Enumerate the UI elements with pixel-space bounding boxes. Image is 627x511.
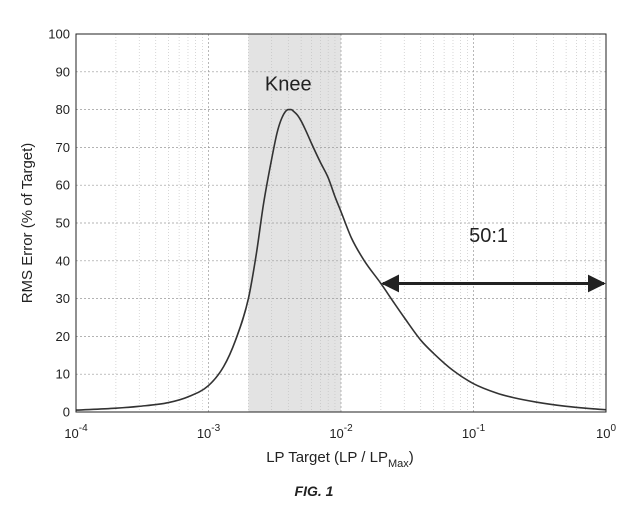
y-tick-label: 10 bbox=[56, 367, 70, 382]
plot-frame bbox=[75, 33, 607, 413]
y-tick-label: 40 bbox=[56, 253, 70, 268]
y-tick-label: 50 bbox=[56, 216, 70, 231]
y-tick-label: 100 bbox=[48, 27, 70, 42]
annotation-knee: Knee bbox=[265, 74, 312, 96]
figure-caption: FIG. 1 bbox=[295, 483, 334, 499]
y-tick-label: 70 bbox=[56, 140, 70, 155]
x-tick-label: 10-1 bbox=[462, 423, 486, 441]
annotation-ratio: 50:1 bbox=[469, 225, 508, 247]
y-tick-label: 90 bbox=[56, 64, 70, 79]
y-tick-labels: 0 10 20 30 40 50 60 70 80 90 100 bbox=[48, 27, 70, 420]
y-axis-label: RMS Error (% of Target) bbox=[19, 143, 36, 304]
x-tick-label: 10-4 bbox=[64, 423, 88, 441]
y-tick-label: 20 bbox=[56, 329, 70, 344]
x-tick-label: 100 bbox=[596, 423, 616, 441]
y-tick-label: 60 bbox=[56, 178, 70, 193]
x-axis-label: LP Target (LP / LPMax) bbox=[266, 449, 414, 470]
x-tick-label: 10-2 bbox=[329, 423, 353, 441]
y-tick-label: 30 bbox=[56, 291, 70, 306]
y-tick-label: 80 bbox=[56, 102, 70, 117]
x-tick-labels: 10-4 10-3 10-2 10-1 100 bbox=[64, 423, 616, 441]
series-line bbox=[75, 108, 607, 411]
y-tick-label: 0 bbox=[63, 405, 70, 420]
x-tick-label: 10-3 bbox=[197, 423, 221, 441]
